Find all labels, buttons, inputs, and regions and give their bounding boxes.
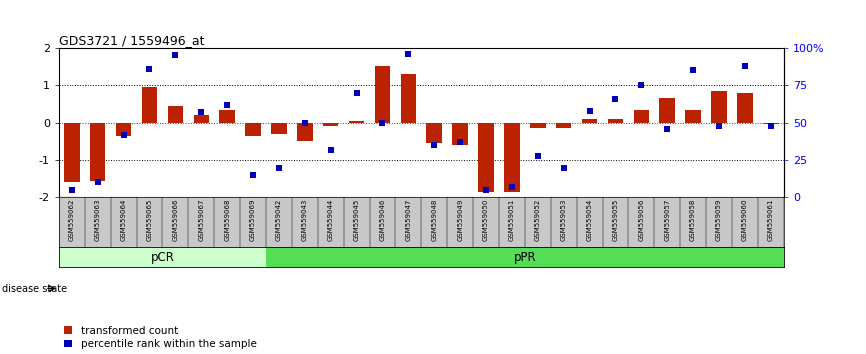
Text: GSM559052: GSM559052 [535,199,540,241]
Bar [168,106,183,122]
Text: GSM559061: GSM559061 [768,199,774,241]
Bar [297,122,313,141]
Point [479,187,493,193]
Bar [478,122,494,192]
Bar [530,122,546,128]
Text: GSM559051: GSM559051 [509,199,515,241]
Text: GSM559056: GSM559056 [638,199,644,241]
Bar [426,122,442,143]
Point [298,120,312,125]
Point [531,153,545,158]
Bar [375,67,391,122]
Bar [504,122,520,192]
Bar [401,74,417,122]
Bar [266,247,784,267]
Text: pCR: pCR [151,251,174,264]
Bar [142,87,158,122]
Text: GSM559064: GSM559064 [120,199,126,241]
Point [557,165,571,170]
Text: GSM559045: GSM559045 [353,199,359,241]
Bar [737,93,753,122]
Text: GSM559044: GSM559044 [327,199,333,241]
Bar [556,122,572,128]
Point [505,184,519,190]
Bar [452,122,468,145]
Point [169,52,183,58]
Point [117,132,131,137]
Bar [763,122,779,125]
Text: GSM559046: GSM559046 [379,199,385,241]
Point [712,123,726,129]
Text: GSM559067: GSM559067 [198,199,204,241]
Text: GSM559065: GSM559065 [146,199,152,241]
Point [738,63,752,69]
Point [609,96,623,102]
Bar [608,119,624,122]
Point [453,139,467,145]
Text: GSM559042: GSM559042 [276,199,282,241]
Text: GSM559062: GSM559062 [68,199,74,241]
Bar [245,122,261,136]
Bar [685,109,701,122]
Bar [90,122,106,181]
Text: GSM559069: GSM559069 [250,199,256,241]
Text: disease state: disease state [2,284,67,293]
Point [272,165,286,170]
Bar [219,109,235,122]
Text: GSM559055: GSM559055 [612,199,618,241]
Point [350,90,364,96]
Bar [582,119,598,122]
Text: pPR: pPR [514,251,536,264]
Bar [64,122,80,182]
Text: GSM559050: GSM559050 [483,199,489,241]
Point [635,82,649,88]
Bar [349,121,365,122]
Legend: transformed count, percentile rank within the sample: transformed count, percentile rank withi… [64,326,256,349]
Text: GSM559066: GSM559066 [172,199,178,241]
Text: GSM559047: GSM559047 [405,199,411,241]
Point [427,142,441,148]
Point [583,108,597,114]
Text: GSM559059: GSM559059 [716,199,722,241]
Text: GSM559068: GSM559068 [224,199,230,241]
Point [764,123,778,129]
Bar [59,247,266,267]
Text: GSM559060: GSM559060 [742,199,748,241]
Point [376,120,390,125]
Point [324,147,338,152]
Point [143,66,157,72]
Text: GSM559043: GSM559043 [302,199,307,241]
Point [65,187,79,193]
Point [91,179,105,185]
Text: GSM559049: GSM559049 [457,199,463,241]
Text: GSM559054: GSM559054 [586,199,592,241]
Point [660,126,674,131]
Text: GSM559058: GSM559058 [690,199,696,241]
Point [686,67,700,73]
Text: GSM559057: GSM559057 [664,199,670,241]
Text: GSM559048: GSM559048 [431,199,437,241]
Bar [711,91,727,122]
Bar [271,122,287,134]
Point [246,172,260,178]
Text: GDS3721 / 1559496_at: GDS3721 / 1559496_at [59,34,204,47]
Bar [323,122,339,126]
Bar [660,98,675,122]
Bar [116,122,132,136]
Text: GSM559063: GSM559063 [94,199,100,241]
Bar [193,115,209,122]
Bar [634,109,650,122]
Point [220,102,234,108]
Text: GSM559053: GSM559053 [560,199,566,241]
Point [402,51,416,57]
Point [194,109,208,115]
